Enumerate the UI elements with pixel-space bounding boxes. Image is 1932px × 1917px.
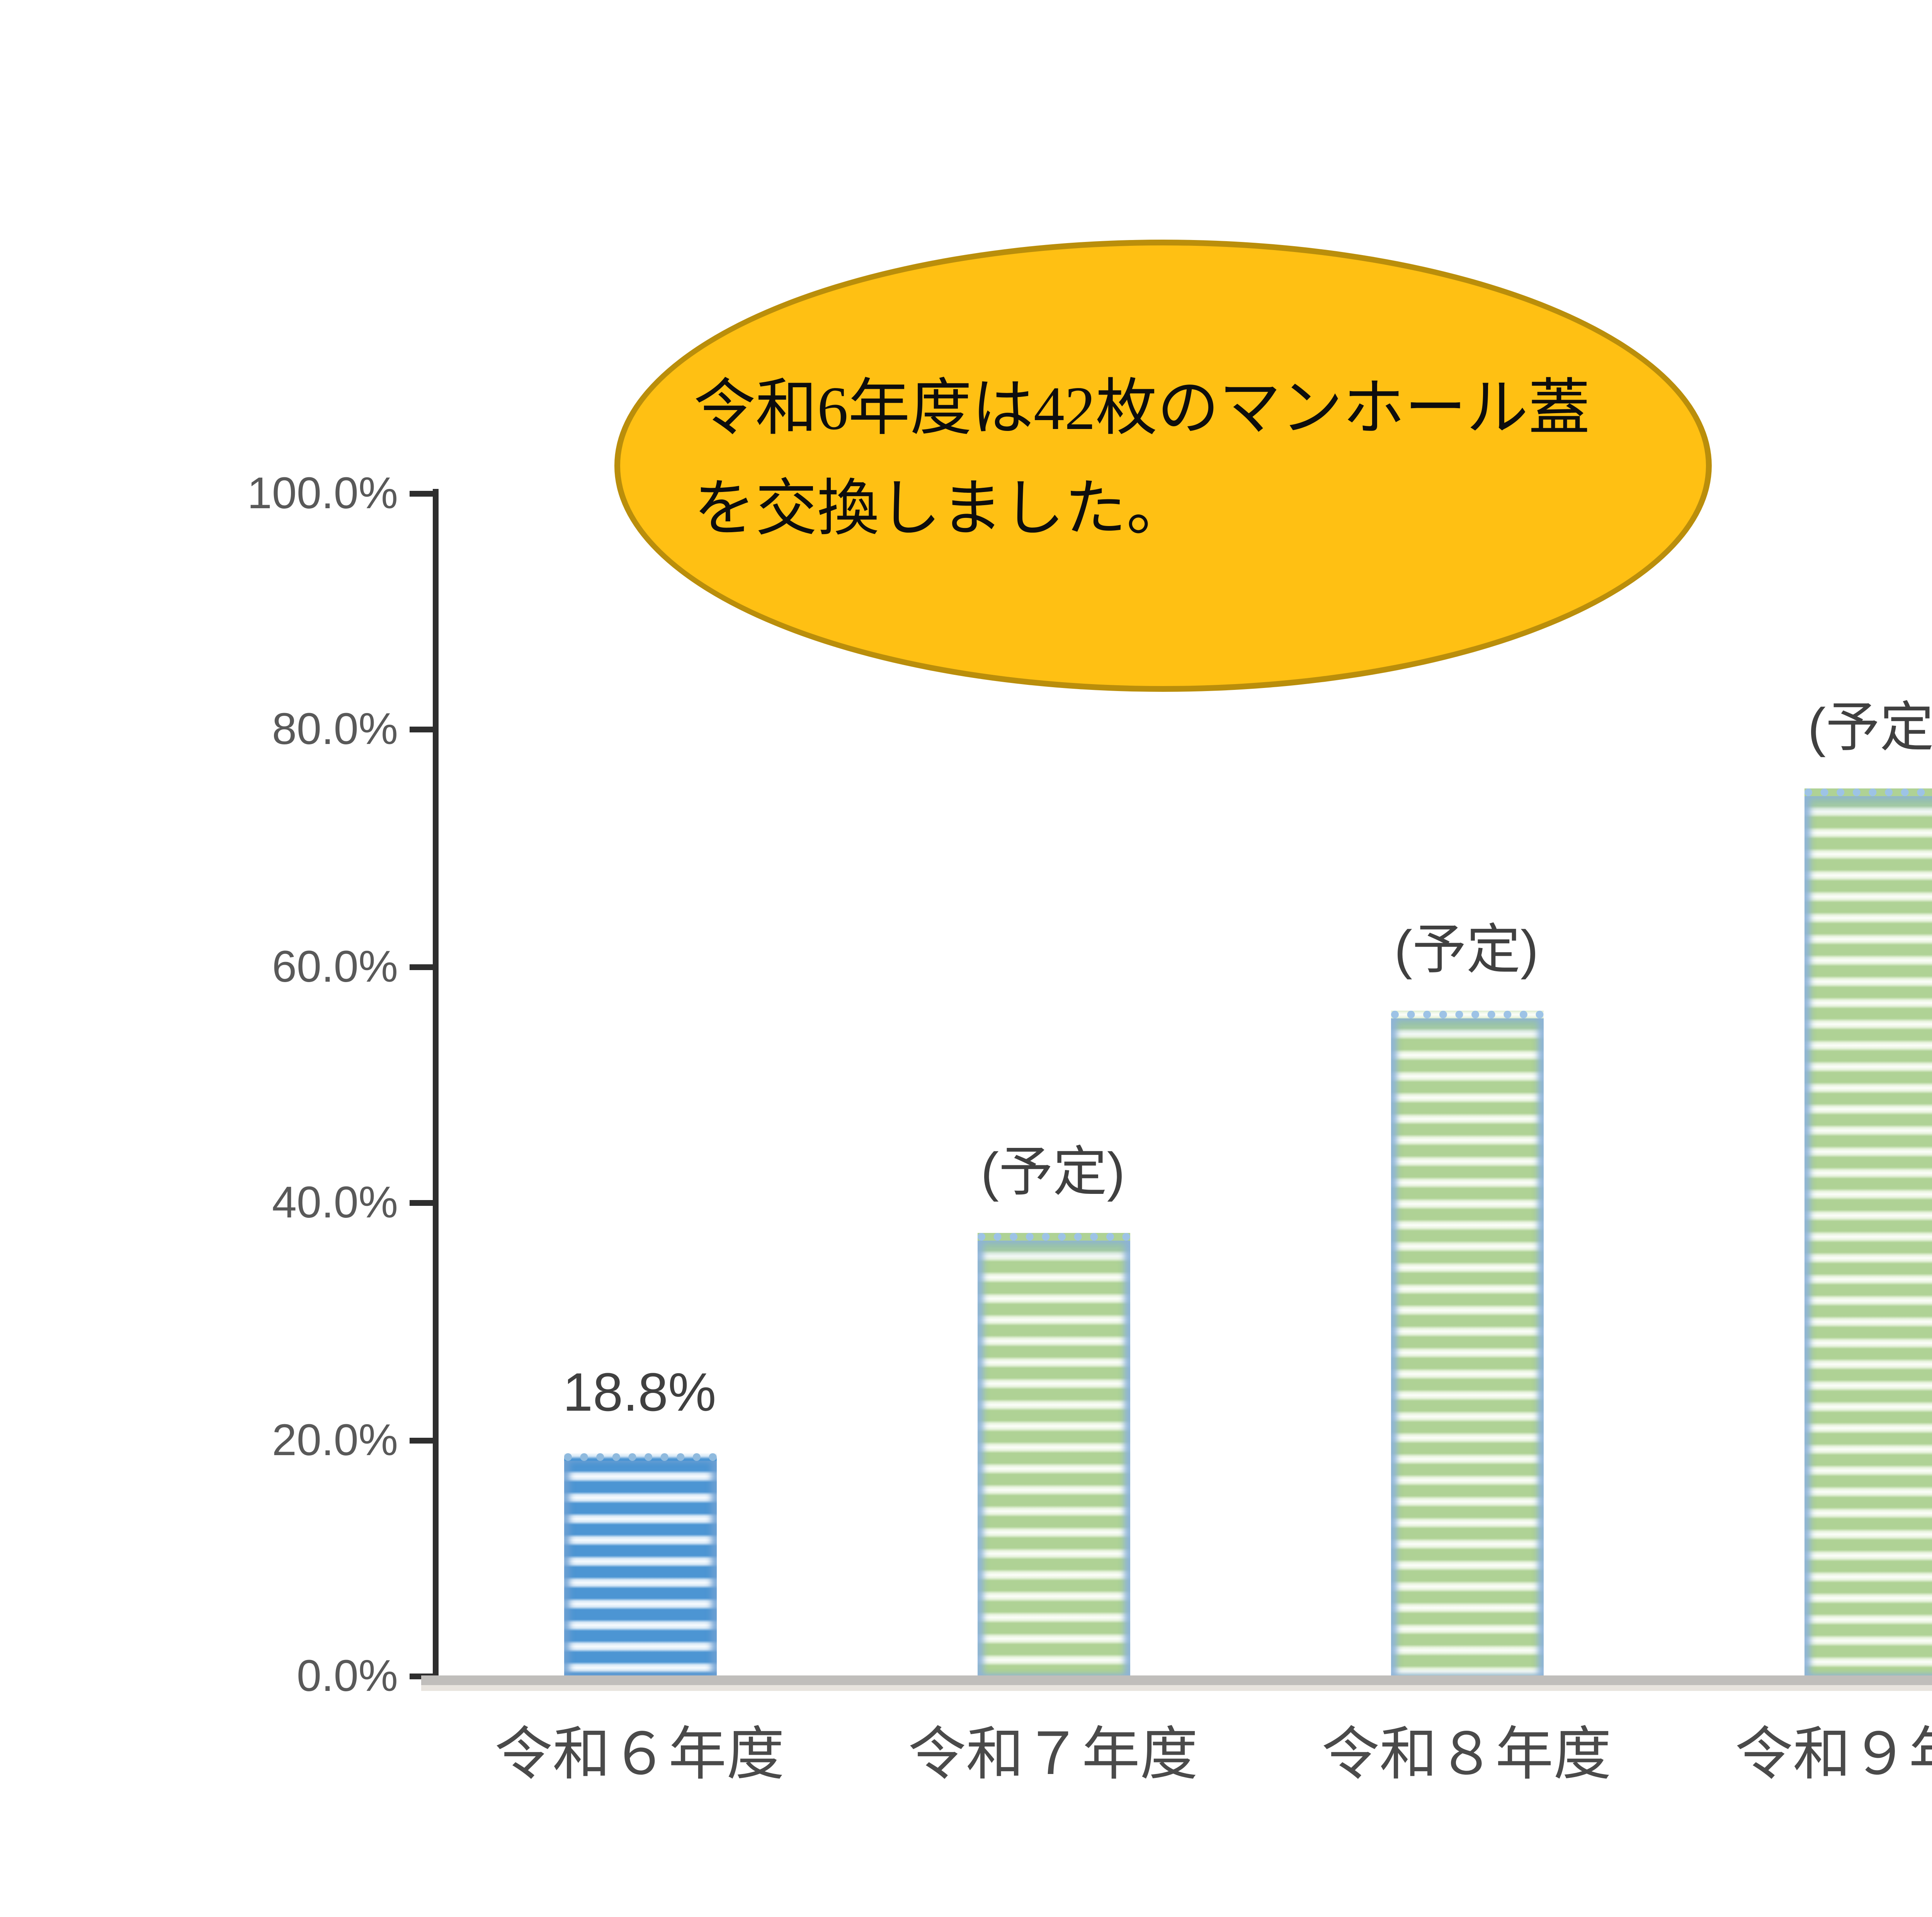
x-axis-line bbox=[421, 1675, 1932, 1685]
bar-令和８年度 bbox=[1390, 1010, 1543, 1675]
x-axis-labels: 令和６年度令和７年度令和８年度令和９年度令和10年度 bbox=[433, 1718, 1932, 1795]
bar-令和６年度 bbox=[563, 1454, 716, 1675]
y-axis-tick-label: 80.0% bbox=[272, 704, 398, 754]
x-axis-label: 令和８年度 bbox=[1321, 1724, 1611, 1788]
bar-slot: 18.8% bbox=[433, 493, 846, 1675]
bar-slot: (予定) bbox=[1260, 493, 1673, 1675]
bar-slot: (予定) bbox=[846, 493, 1260, 1675]
y-axis-tick-label: 100.0% bbox=[247, 468, 398, 518]
bar-令和９年度 bbox=[1803, 788, 1932, 1675]
y-axis-line bbox=[433, 489, 439, 1683]
y-axis-tick-label: 60.0% bbox=[272, 940, 398, 991]
ellipse-callout-line2: を交換しました。 bbox=[694, 473, 1189, 543]
x-axis-label: 令和９年度 bbox=[1735, 1724, 1932, 1788]
y-axis-tick bbox=[410, 1200, 435, 1206]
ellipse-callout-text: 令和6年度は42枚のマンホール蓋 を交換しました。 bbox=[694, 358, 1667, 558]
bar-令和７年度 bbox=[976, 1232, 1129, 1675]
y-axis-tick-label: 20.0% bbox=[272, 1413, 398, 1464]
y-axis-tick-label: 0.0% bbox=[296, 1650, 398, 1701]
x-axis-label: 令和６年度 bbox=[495, 1724, 784, 1788]
y-axis-tick bbox=[410, 1437, 435, 1443]
plot-area: 18.8%(予定)(予定)(予定)100% bbox=[433, 493, 1932, 1675]
ellipse-callout-line1: 令和6年度は42枚のマンホール蓋 bbox=[694, 373, 1590, 443]
bar-slot: (予定) bbox=[1673, 493, 1932, 1675]
x-axis-label: 令和７年度 bbox=[908, 1724, 1198, 1788]
y-axis-tick bbox=[410, 964, 435, 970]
y-axis-tick-label: 40.0% bbox=[272, 1177, 398, 1227]
y-axis-tick bbox=[410, 491, 435, 497]
bar-value-label: 18.8% bbox=[563, 1363, 716, 1423]
bar-value-label: (予定) bbox=[981, 1141, 1125, 1201]
bar-value-label: (予定) bbox=[1808, 698, 1932, 758]
ellipse-callout: 令和6年度は42枚のマンホール蓋 を交換しました。 bbox=[614, 240, 1712, 692]
bar-value-label: (予定) bbox=[1394, 919, 1539, 979]
y-axis-tick bbox=[410, 727, 435, 733]
